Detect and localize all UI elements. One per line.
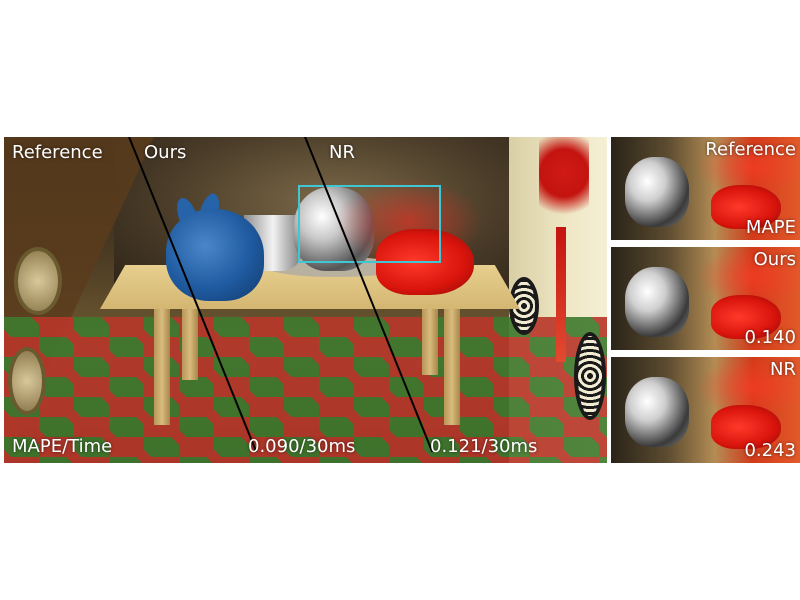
inset-highlight-box [298,185,441,263]
crop-top-label: NR [770,359,796,380]
metric-header-label: MAPE/Time [12,436,113,457]
nr-label: NR [329,142,355,163]
red-tassel [556,227,566,362]
teapot [625,267,689,337]
wall-clock [14,247,62,315]
dragon [711,295,781,339]
crop-ours: Ours 0.140 [611,247,800,350]
main-render-panel: Reference Ours NR MAPE/Time 0.090/30ms 0… [4,137,607,463]
teapot [625,157,689,227]
red-knot-ornament [539,137,589,227]
reference-label: Reference [12,142,103,163]
nr-metric-label: 0.121/30ms [430,436,538,457]
ours-label: Ours [144,142,187,163]
table-leg [444,305,460,425]
dragon [711,185,781,229]
crop-bottom-label: 0.243 [744,440,796,461]
checkered-floor [4,317,607,463]
teapot [625,377,689,447]
dragon [711,405,781,449]
crop-bottom-label: MAPE [745,217,796,238]
crop-top-label: Ours [753,249,796,270]
table-leg [422,305,438,375]
crop-nr: NR 0.243 [611,357,800,463]
bunny [166,209,264,301]
table-leg [154,305,170,425]
comparison-figure: Reference Ours NR MAPE/Time 0.090/30ms 0… [4,137,800,463]
table-leg [182,305,198,380]
crop-bottom-label: 0.140 [744,327,796,348]
crop-top-label: Reference [705,139,796,160]
crop-reference: Reference MAPE [611,137,800,240]
ours-metric-label: 0.090/30ms [248,436,356,457]
wall-clock [8,347,46,415]
wall-medallion [574,332,606,420]
